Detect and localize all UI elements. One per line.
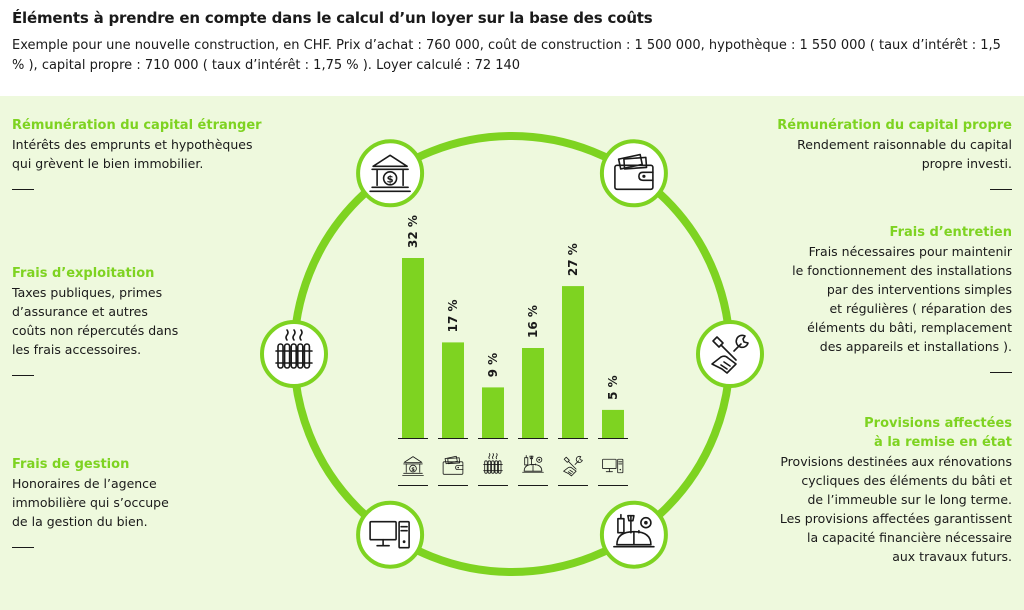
bar-value-label: 17 %	[446, 299, 460, 332]
category-icons: $	[398, 453, 628, 486]
block-text-line: la capacité financière nécessaire	[807, 530, 1012, 545]
block-text-line: cycliques des éléments du bâti et	[801, 473, 1012, 488]
block-capital-etranger: Rémunération du capital étranger Intérêt…	[12, 116, 292, 190]
divider	[990, 189, 1012, 190]
bar-value-label: 9 %	[486, 353, 500, 378]
divider	[12, 547, 34, 548]
block-title: à la remise en état	[874, 435, 1012, 450]
bar-value-label: 16 %	[526, 305, 540, 338]
divider	[12, 189, 34, 190]
category-wallet-icon	[442, 455, 464, 475]
block-title: Rémunération du capital étranger	[12, 118, 262, 133]
block-text-line: qui grèvent le bien immobilier.	[12, 156, 204, 171]
category-radiator-icon	[483, 453, 503, 474]
block-text-line: Les provisions affectées garantissent	[779, 511, 1012, 526]
block-text-line: Rendement raisonnable du capital	[797, 137, 1012, 152]
block-text-line: et régulières ( réparation des	[829, 301, 1012, 316]
ring-computer-icon	[356, 500, 425, 569]
category-tools-helmet-icon	[522, 455, 544, 473]
block-title: Provisions affectées	[864, 416, 1012, 431]
block-text-line: Provisions destinées aux rénovations	[780, 454, 1012, 469]
svg-text:$: $	[411, 467, 415, 473]
block-text-line: les frais accessoires.	[12, 342, 142, 357]
block-gestion: Frais de gestion Honoraires de l’agence …	[12, 455, 252, 548]
ring-badge	[260, 320, 328, 388]
ring-wrench-hand-icon	[696, 320, 764, 388]
ring-badge	[356, 500, 425, 569]
block-text-line: aux travaux futurs.	[892, 549, 1012, 564]
block-text-line: le fonctionnement des installations	[792, 263, 1012, 278]
ring-wallet-icon	[599, 139, 668, 208]
block-entretien: Frais d’entretien Frais nécessaires pour…	[712, 223, 1012, 373]
bar-value-label: 32 %	[406, 215, 420, 248]
ring	[290, 132, 734, 576]
bar	[482, 387, 504, 438]
ring-bank-icon: $	[356, 139, 425, 208]
block-text-line: coûts non répercutés dans	[12, 323, 179, 338]
block-title: Frais de gestion	[12, 457, 130, 472]
block-capital-propre: Rémunération du capital propre Rendement…	[712, 116, 1012, 190]
block-text-line: d’assurance et autres	[12, 304, 148, 319]
divider	[12, 375, 34, 376]
block-text-line: immobilière qui s’occupe	[12, 495, 169, 510]
infographic-panel: $ 32 % 17 % 9 % 16 % 27 % 5 % $ Rémunération …	[0, 96, 1024, 610]
bar	[602, 409, 624, 438]
page-subtitle: Exemple pour une nouvelle construction, …	[12, 38, 1001, 73]
header: Éléments à prendre en compte dans le cal…	[0, 0, 1024, 96]
bars	[398, 258, 628, 439]
bar	[522, 348, 544, 438]
bar	[402, 258, 424, 438]
block-text-line: de l’immeuble sur le long terme.	[807, 492, 1012, 507]
block-text-line: par des interventions simples	[826, 282, 1012, 297]
page-title: Éléments à prendre en compte dans le cal…	[12, 9, 653, 27]
block-text-line: Taxes publiques, primes	[12, 285, 163, 300]
category-computer-icon	[602, 458, 624, 474]
block-text-line: de la gestion du bien.	[12, 514, 148, 529]
ring-radiator-icon	[260, 320, 328, 388]
category-wrench-hand-icon	[563, 455, 583, 477]
block-title: Rémunération du capital propre	[777, 118, 1012, 133]
block-text-line: des appareils et installations ).	[819, 339, 1012, 354]
block-text-line: éléments du bâti, remplacement	[807, 320, 1012, 335]
bar	[562, 286, 584, 438]
svg-text:$: $	[387, 175, 394, 186]
bar-value-label: 27 %	[566, 243, 580, 276]
block-text-line: propre investi.	[921, 156, 1012, 171]
ring-tools-helmet-icon	[599, 500, 668, 569]
ring-badge	[599, 139, 668, 208]
block-exploitation: Frais d’exploitation Taxes publiques, pr…	[12, 264, 252, 376]
block-text-line: Frais nécessaires pour maintenir	[808, 244, 1012, 259]
ring-icons: $	[260, 139, 764, 569]
bar	[442, 342, 464, 438]
category-bank-icon: $	[402, 456, 424, 476]
ring-badge	[356, 139, 425, 208]
divider	[990, 372, 1012, 373]
cost-chart: $ 32 % 17 % 9 % 16 % 27 % 5 % $	[260, 132, 764, 576]
bar-value-labels: 32 % 17 % 9 % 16 % 27 % 5 %	[406, 215, 620, 400]
block-title: Frais d’entretien	[889, 225, 1012, 240]
bar-value-label: 5 %	[606, 375, 620, 400]
block-title: Frais d’exploitation	[12, 266, 155, 281]
block-text-line: Intérêts des emprunts et hypothèques	[12, 137, 253, 152]
block-text-line: Honoraires de l’agence	[12, 476, 157, 491]
block-provisions: Provisions affectées à la remise en état…	[712, 414, 1012, 566]
